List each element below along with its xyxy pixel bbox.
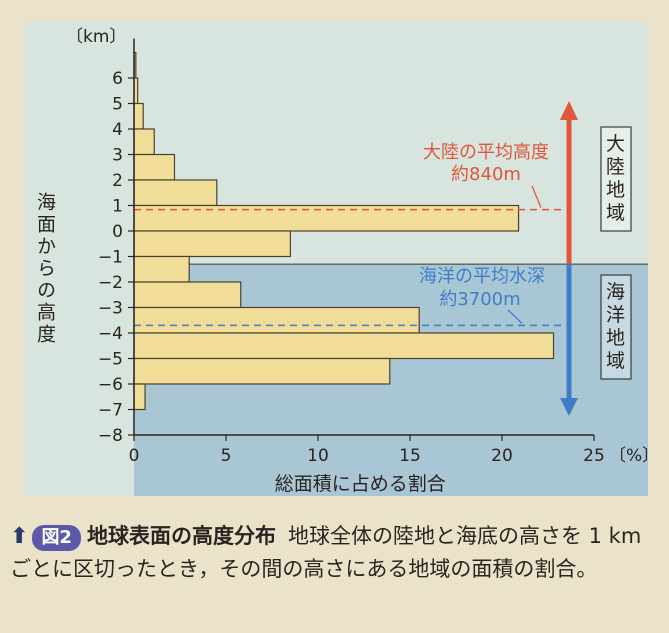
ocean-mean-leader <box>507 309 523 324</box>
ocean-region-box <box>600 274 632 380</box>
y-tick-label-11: −5 <box>98 350 123 370</box>
histogram-bar-2 <box>133 102 144 130</box>
histogram-bar-8 <box>133 255 190 283</box>
x-tick-label-5: 25 <box>583 446 605 466</box>
y-tick-label-12: −6 <box>98 375 123 395</box>
y-tick-label-13: −7 <box>98 401 123 421</box>
ocean-mean-label: 海洋の平均水深 <box>419 266 545 287</box>
y-tick-label-3: 3 <box>112 146 123 166</box>
continent-region-box <box>600 126 632 232</box>
histogram-bar-7 <box>133 230 291 258</box>
x-tick-label-3: 15 <box>399 446 421 466</box>
x-tick-label-2: 10 <box>307 446 329 466</box>
y-tick-label-5: 1 <box>112 197 123 217</box>
caption-title: 地球表面の高度分布 <box>86 524 276 548</box>
y-tick-label-14: −8 <box>98 426 123 446</box>
histogram-bar-12 <box>133 357 391 385</box>
y-tick-label-7: −1 <box>98 248 123 268</box>
continent-mean-value: 約840m <box>451 164 521 185</box>
y-tick-label-9: −3 <box>98 299 123 319</box>
up-arrowhead-icon <box>560 101 578 120</box>
y-tick-label-6: 0 <box>112 222 123 242</box>
histogram-bar-13 <box>133 383 146 411</box>
x-tick-label-1: 5 <box>221 446 232 466</box>
x-axis-unit: 〔%〕 <box>609 446 659 466</box>
up-arrow-icon: ⬆ <box>10 524 29 549</box>
continent-mean-leader <box>531 185 542 208</box>
y-axis-title: 海面からの高度 <box>34 192 56 343</box>
y-tick-label-2: 4 <box>112 120 123 140</box>
y-tick-label-10: −4 <box>98 324 123 344</box>
histogram-bar-11 <box>133 332 555 360</box>
x-axis-title: 総面積に占める割合 <box>275 473 446 495</box>
y-tick-label-0: 6 <box>112 69 123 89</box>
caption-text: 地球全体の陸地と海底の高さを 1 km ごとに区切ったとき，その間の高さにある地… <box>10 524 642 581</box>
continent-region-label: 大陸地域 <box>606 133 625 224</box>
figure-number-badge: 図2 <box>32 525 81 551</box>
y-axis-unit: 〔km〕 <box>66 27 126 47</box>
ocean-mean-value: 約3700m <box>439 289 520 310</box>
y-tick-label-4: 2 <box>112 171 123 191</box>
figure-caption: ⬆ 図2 地球表面の高度分布 地球全体の陸地と海底の高さを 1 km ごとに区切ったと… <box>10 520 660 586</box>
x-tick-label-4: 20 <box>491 446 513 466</box>
histogram-bar-3 <box>133 128 155 156</box>
ocean-region-label: 海洋地域 <box>606 281 625 372</box>
histogram-bar-4 <box>133 153 176 181</box>
x-tick-label-0: 0 <box>129 446 140 466</box>
y-tick-label-8: −2 <box>98 273 123 293</box>
histogram-bar-10 <box>133 306 420 334</box>
histogram-bar-9 <box>133 281 242 309</box>
histogram-bar-5 <box>133 179 218 207</box>
y-tick-label-1: 5 <box>112 95 123 115</box>
down-arrowhead-icon <box>560 398 578 416</box>
continent-mean-label: 大陸の平均高度 <box>423 142 549 163</box>
